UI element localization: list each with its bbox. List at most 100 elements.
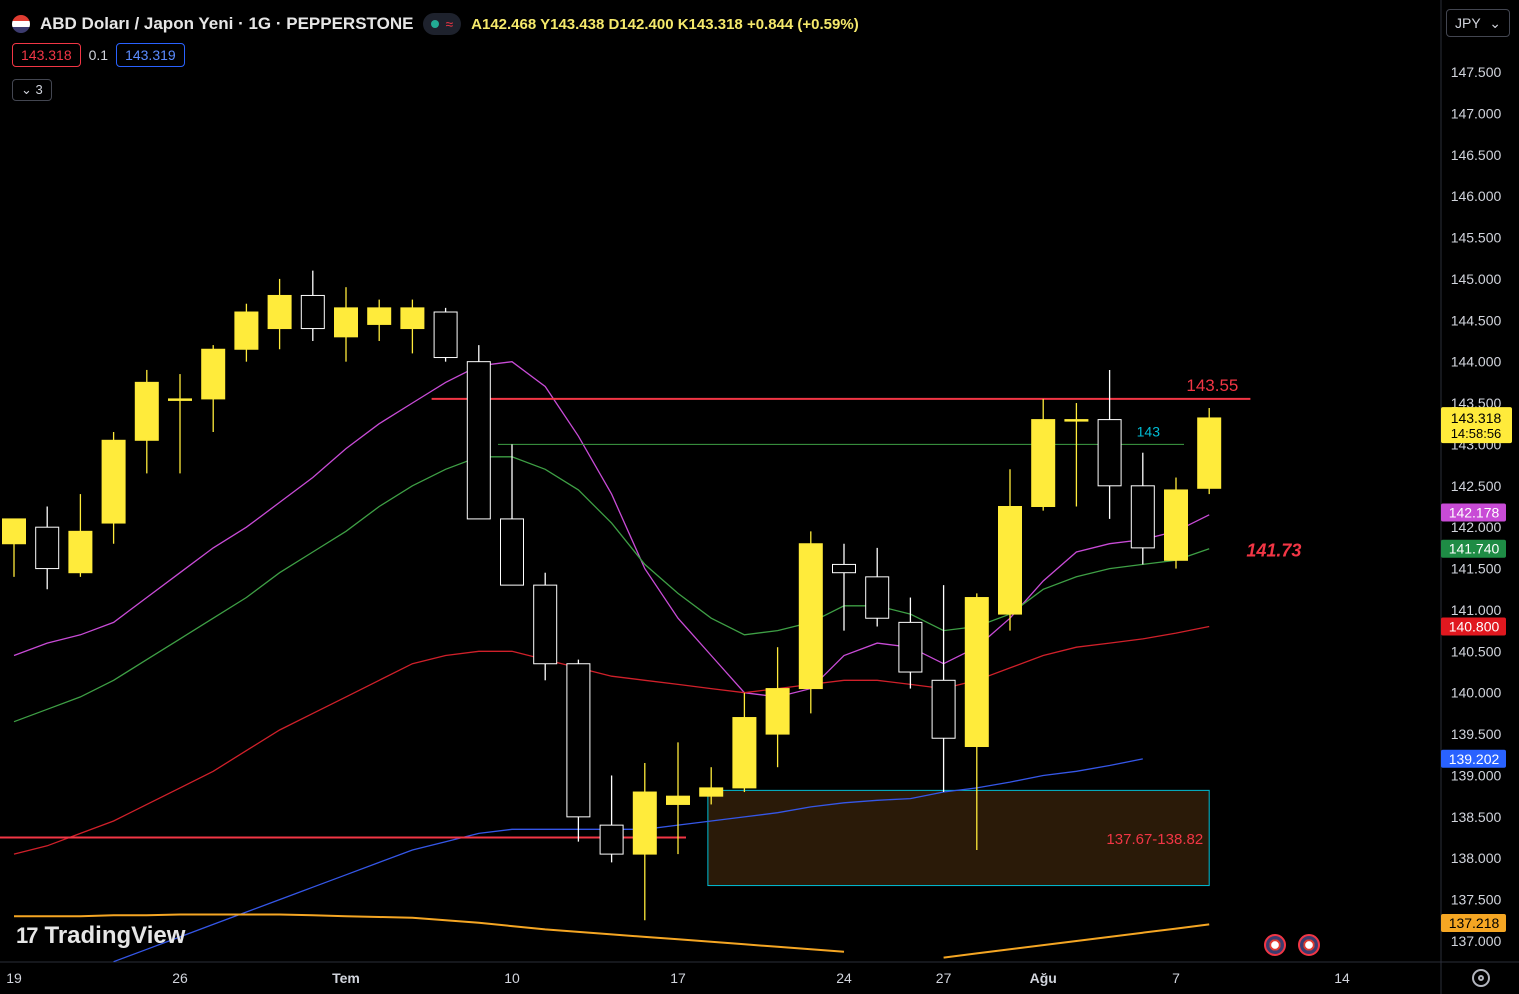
price-tick-label: 139.500 bbox=[1451, 726, 1502, 742]
ma-orange-rising-line bbox=[943, 923, 1210, 959]
badge-bg bbox=[1441, 749, 1506, 768]
candle-body bbox=[666, 795, 690, 805]
currency-select[interactable]: JPY ⌄ bbox=[1446, 9, 1510, 37]
bid-ask-bar: 143.318 0.1 143.319 bbox=[12, 43, 185, 67]
badge-time: 14:58:56 bbox=[1451, 426, 1502, 441]
candle bbox=[632, 763, 657, 921]
candle bbox=[466, 345, 491, 520]
candle bbox=[1130, 452, 1155, 565]
indicators-toggle[interactable]: ⌄ 3 bbox=[12, 79, 52, 101]
candle-body bbox=[234, 311, 259, 350]
candle bbox=[1197, 408, 1222, 495]
candle bbox=[732, 692, 757, 793]
candle bbox=[234, 303, 259, 362]
candle bbox=[931, 585, 956, 793]
resistance-line-label: 143.55 bbox=[1186, 376, 1238, 395]
economic-event-flag-icon[interactable] bbox=[1298, 934, 1320, 956]
logo-text: TradingView bbox=[44, 922, 186, 949]
badge-bg bbox=[1441, 407, 1512, 444]
candle-body bbox=[1197, 417, 1222, 489]
indicators-count: 3 bbox=[35, 82, 43, 97]
badge-value: 141.740 bbox=[1449, 541, 1500, 557]
candle-body bbox=[1031, 419, 1056, 508]
candle-body bbox=[898, 621, 923, 673]
sell-button[interactable]: 143.318 bbox=[12, 43, 81, 67]
candle bbox=[998, 469, 1022, 631]
time-tick-label: 14 bbox=[1334, 970, 1350, 986]
time-tick-label: 19 bbox=[6, 970, 22, 986]
candle bbox=[68, 494, 93, 577]
price-tick-label: 143.500 bbox=[1451, 395, 1502, 411]
ma-magenta-line bbox=[13, 361, 1210, 698]
candle bbox=[865, 547, 890, 627]
gear-icon[interactable] bbox=[1472, 969, 1490, 987]
candle-body bbox=[699, 787, 724, 797]
candle bbox=[832, 543, 856, 631]
badge-value: 140.800 bbox=[1449, 619, 1500, 635]
tradingview-logo[interactable]: 17 TradingView bbox=[16, 922, 185, 950]
market-status-pill[interactable]: ≈ bbox=[423, 13, 462, 35]
price-tick-label: 146.000 bbox=[1451, 188, 1502, 204]
candle-body bbox=[732, 717, 757, 789]
candle-body bbox=[865, 576, 890, 619]
wave-icon: ≈ bbox=[445, 16, 454, 32]
price-tick-label: 147.500 bbox=[1451, 64, 1502, 80]
ma-orange-badge: 137.218 bbox=[1441, 913, 1506, 932]
chart-header: ABD Doları / Japon Yeni · 1G · PEPPERSTO… bbox=[12, 12, 859, 36]
candle bbox=[964, 593, 989, 850]
candle-body bbox=[998, 506, 1022, 615]
ma-red-line bbox=[13, 625, 1210, 855]
badge-bg bbox=[1441, 617, 1506, 636]
price-tick-label: 145.000 bbox=[1451, 271, 1502, 287]
candle bbox=[500, 444, 524, 586]
economic-event-flag-icon[interactable] bbox=[1264, 934, 1286, 956]
candle bbox=[798, 531, 823, 714]
candle bbox=[566, 659, 591, 842]
candle-body bbox=[1164, 489, 1188, 561]
market-open-dot-icon bbox=[431, 20, 440, 28]
candle bbox=[433, 307, 458, 362]
zone-rect bbox=[707, 789, 1210, 887]
ema-label: 141.73 bbox=[1246, 541, 1301, 561]
candle bbox=[599, 775, 624, 863]
currency-value: JPY bbox=[1455, 15, 1481, 31]
candle bbox=[1064, 403, 1089, 507]
price-tick-label: 140.000 bbox=[1451, 685, 1502, 701]
candle-body bbox=[1064, 419, 1089, 422]
candle-body bbox=[134, 381, 159, 441]
price-tick-label: 142.500 bbox=[1451, 478, 1502, 494]
candle bbox=[666, 742, 690, 855]
candle-body bbox=[400, 307, 425, 330]
candle-body bbox=[168, 398, 192, 401]
demand-zone: 137.67-138.82 bbox=[707, 789, 1210, 887]
time-axis: 19 26 Tem 10 17 24 27 Ağu 7 14 bbox=[6, 970, 1350, 986]
price-tick-label: 147.000 bbox=[1451, 105, 1502, 121]
ma-magenta-badge: 142.178 bbox=[1441, 503, 1506, 522]
ohlc-values: A142.468 Y143.438 D142.400 K143.318 +0.8… bbox=[471, 15, 859, 33]
candle bbox=[300, 270, 325, 341]
candle bbox=[201, 345, 226, 433]
candle-body bbox=[798, 543, 823, 690]
price-tick-label: 144.500 bbox=[1451, 312, 1502, 328]
price-tick-label: 142.000 bbox=[1451, 519, 1502, 535]
candle bbox=[101, 432, 126, 544]
time-tick-label: 27 bbox=[936, 970, 952, 986]
ma-blue-badge: 139.202 bbox=[1441, 749, 1506, 768]
ma-blue-line bbox=[113, 758, 1143, 963]
badge-value: 137.218 bbox=[1449, 915, 1500, 931]
candle-body bbox=[201, 348, 226, 400]
candle-body bbox=[267, 294, 292, 330]
candle-body bbox=[300, 294, 325, 330]
tradingview-mark-icon: 17 bbox=[16, 923, 39, 948]
buy-button[interactable]: 143.319 bbox=[116, 43, 185, 67]
symbol-title[interactable]: ABD Doları / Japon Yeni · 1G · PEPPERSTO… bbox=[40, 14, 414, 33]
candle bbox=[168, 374, 192, 474]
candle-body bbox=[964, 597, 989, 748]
candle-body bbox=[101, 439, 126, 524]
time-tick-label: 24 bbox=[836, 970, 852, 986]
price-tick-label: 139.000 bbox=[1451, 767, 1502, 783]
price-tick-label: 137.500 bbox=[1451, 892, 1502, 908]
badge-bg bbox=[1441, 913, 1506, 932]
